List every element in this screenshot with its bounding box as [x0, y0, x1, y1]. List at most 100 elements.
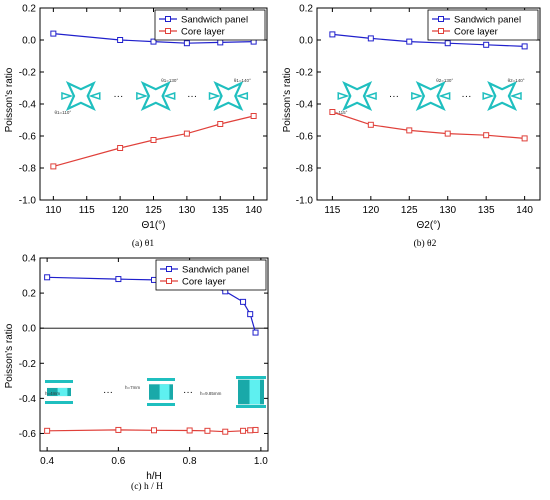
- y-tick-label: 0.0: [22, 324, 36, 335]
- data-point-core: [483, 132, 490, 139]
- core-block-light: [159, 384, 170, 400]
- data-point-core: [151, 427, 157, 434]
- star-cell-icon: [342, 81, 373, 111]
- x-tick-label: 0.6: [111, 456, 125, 467]
- data-point-sandwich: [329, 31, 336, 38]
- data-point-core: [117, 145, 124, 151]
- arrow-tab-icon: [509, 91, 522, 101]
- inset-illustration: h=4mm h=7mm h=9.85mm ··· ···: [45, 376, 266, 408]
- data-point-core: [44, 427, 51, 434]
- data-point-sandwich: [483, 41, 490, 48]
- arrow-tab-icon: [61, 91, 74, 101]
- data-point-sandwich: [117, 37, 124, 43]
- arrow-tab-icon: [482, 91, 495, 101]
- height-annotation: h=7mm: [125, 385, 140, 390]
- ellipsis-label: ···: [389, 91, 399, 102]
- core-block-light: [57, 387, 68, 397]
- y-tick-label: 0.2: [22, 4, 36, 15]
- data-point-core: [50, 163, 57, 170]
- y-axis-label: Poisson's ratio: [4, 67, 15, 132]
- data-point-core: [186, 427, 193, 434]
- y-tick-label: -0.2: [296, 68, 314, 79]
- data-point-sandwich: [115, 276, 122, 283]
- data-point-sandwich: [240, 298, 247, 305]
- y-tick-label: -0.4: [19, 394, 37, 405]
- x-tick-label: 130: [439, 205, 456, 216]
- arrow-tab-icon: [411, 91, 424, 101]
- arrow-tab-icon: [136, 91, 149, 101]
- x-tick-label: 140: [516, 205, 533, 216]
- legend-swatch-marker: [166, 278, 172, 284]
- legend-box: [154, 9, 266, 41]
- face-sheet-bottom: [45, 401, 73, 404]
- data-point-core: [222, 428, 229, 435]
- ellipsis-label: ···: [187, 91, 197, 102]
- data-point-sandwich: [183, 40, 190, 47]
- x-tick-label: 130: [179, 205, 196, 216]
- y-tick-label: 0.0: [22, 36, 36, 47]
- arrow-tab-icon: [364, 91, 377, 101]
- chart-panel-c: 0.4 0.2 0.0 -0.2 -0.4 -0.6 0.4 0.6 0.8 1.0 h/H Pois…: [4, 254, 269, 492]
- chart-panel-b: 0.2 0.0 -0.2 -0.4 -0.6 -0.8 -1.0 115 120 125 130 13…: [282, 4, 541, 249]
- data-point-core: [240, 427, 247, 434]
- data-point-sandwich: [444, 40, 451, 47]
- x-axis-label: Θ1(°): [142, 220, 166, 231]
- legend-swatch-marker: [438, 16, 444, 22]
- star-cell-icon: [487, 81, 518, 111]
- inset-illustration: ··· ··· θ2=115° θ2=130° θ2=140°: [331, 78, 525, 115]
- data-point-sandwich: [150, 38, 157, 45]
- legend-label: Sandwich panel: [454, 15, 521, 26]
- angle-annotation: θ1=130°: [161, 78, 178, 83]
- y-tick-label: -0.8: [19, 164, 37, 175]
- data-point-sandwich: [247, 311, 254, 318]
- face-sheet-bottom: [236, 405, 266, 408]
- y-tick-label: -0.2: [19, 359, 37, 370]
- y-tick-label: -0.8: [296, 164, 314, 175]
- x-tick-label: 0.8: [183, 456, 197, 467]
- y-axis-label: Poisson's ratio: [282, 67, 293, 132]
- legend-label: Sandwich panel: [182, 265, 249, 276]
- y-tick-label: -0.2: [19, 68, 37, 79]
- data-point-core: [367, 121, 374, 128]
- y-tick-label: -1.0: [19, 196, 37, 207]
- y-axis-label: Poisson's ratio: [4, 323, 15, 388]
- series-line-sandwich: [332, 33, 525, 47]
- face-sheet-top: [236, 376, 266, 379]
- x-tick-label: 125: [145, 205, 162, 216]
- y-tick-label: 0.2: [299, 4, 313, 15]
- y-tick-label: -0.6: [19, 132, 37, 143]
- y-tick-label: 0.2: [22, 289, 36, 300]
- angle-annotation: θ2=130°: [436, 78, 453, 83]
- data-point-core: [247, 427, 254, 434]
- data-point-core: [444, 130, 451, 137]
- ellipsis-label: ···: [183, 387, 193, 398]
- x-tick-label: 135: [478, 205, 495, 216]
- data-point-core: [329, 109, 336, 115]
- arrow-tab-icon: [208, 91, 221, 101]
- x-tick-label: 110: [45, 205, 61, 216]
- legend-swatch-marker: [166, 266, 172, 272]
- face-sheet-bottom: [147, 403, 175, 406]
- star-cell-icon: [415, 81, 446, 111]
- data-point-core: [183, 130, 190, 137]
- ellipsis-label: ···: [461, 91, 471, 102]
- arrow-tab-icon: [337, 91, 350, 101]
- core-block-light: [249, 379, 260, 405]
- panel-caption: (a) θ1: [132, 238, 154, 249]
- x-tick-label: 115: [79, 205, 95, 216]
- y-tick-label: -0.6: [296, 132, 314, 143]
- x-tick-label: 120: [112, 205, 129, 216]
- x-tick-label: 115: [324, 205, 340, 216]
- y-tick-label: -0.4: [296, 100, 314, 111]
- inset-illustration: ··· ··· θ1=110° θ1=130° θ1=140°: [55, 78, 252, 115]
- data-point-sandwich: [367, 35, 374, 42]
- arrow-tab-icon: [438, 91, 451, 101]
- height-annotation: h=4mm: [45, 391, 60, 396]
- angle-annotation: θ1=140°: [234, 78, 251, 83]
- legend-box: [427, 9, 539, 41]
- x-tick-label: 0.4: [40, 456, 54, 467]
- star-cell-icon: [213, 81, 244, 111]
- data-point-core: [521, 135, 528, 142]
- y-tick-label: 0.0: [299, 36, 313, 47]
